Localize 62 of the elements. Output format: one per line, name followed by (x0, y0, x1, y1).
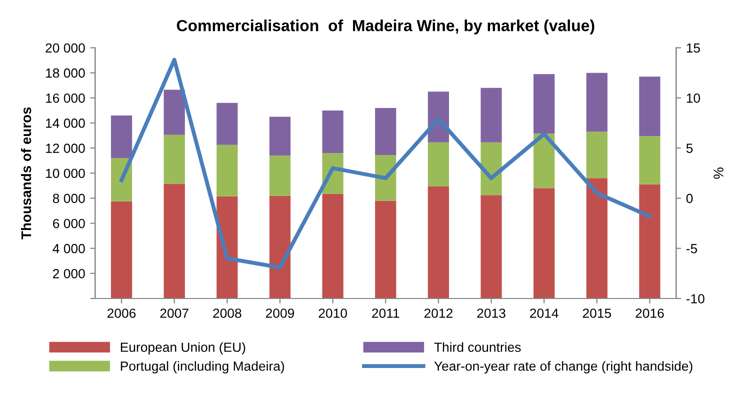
bar (534, 74, 555, 134)
bar (639, 184, 660, 298)
y2-tick-label: 5 (686, 144, 693, 153)
bar (269, 156, 291, 196)
y2-tick-label: 0 (686, 194, 693, 204)
line-series (120, 58, 652, 270)
legend-label: European Union (EU) (120, 342, 246, 355)
x-tick-label: 2012 (424, 308, 452, 318)
y-tick-label: 20 000 (46, 43, 85, 53)
bar (164, 90, 185, 135)
x-tick-label: 2016 (636, 308, 664, 318)
y-tick-label: 2 000 (53, 268, 85, 278)
bar (586, 132, 608, 178)
bar (164, 134, 185, 184)
x-tick-label: 2015 (582, 308, 612, 318)
bar (375, 200, 396, 298)
bar (269, 196, 291, 298)
bar (216, 144, 238, 196)
x-tick-label: 2013 (477, 308, 506, 318)
x-tick-label: 2011 (372, 308, 400, 318)
y2-axis-title: % (714, 167, 724, 179)
bar (110, 115, 132, 158)
x-tick-label: 2007 (160, 308, 188, 318)
x-tick-label: 2006 (108, 308, 136, 318)
bar (639, 76, 660, 136)
y-tick-label: 8 000 (52, 194, 85, 204)
y-tick-label: 12 000 (46, 144, 85, 153)
bar (639, 136, 660, 184)
x-tick-label: 2010 (318, 308, 347, 318)
x-tick-label: 2014 (530, 308, 558, 318)
bar (216, 102, 238, 145)
y2-tick-label: -5 (686, 244, 698, 254)
y-tick-label: 16 000 (46, 93, 85, 103)
y-tick-label: 14 000 (46, 118, 85, 128)
x-tick-label: 2008 (213, 308, 242, 318)
y2-tick-label: 15 (686, 43, 700, 53)
bar (322, 110, 344, 154)
legend-label: Portugal (including Madeira) (120, 361, 284, 374)
legend-label: Third countries (434, 342, 521, 352)
bar (480, 195, 502, 298)
bar (110, 201, 132, 298)
y-tick-label: 4 000 (52, 244, 85, 254)
bar (534, 134, 555, 188)
bar (164, 184, 185, 298)
legend-label: Year-on-year rate of change (right handside) (434, 361, 692, 374)
x-tick-label: 2009 (266, 308, 294, 318)
y-axis-title: Thousands of euros (20, 107, 32, 240)
bar (322, 194, 344, 298)
bar (480, 88, 502, 142)
y2-tick-label: -10 (686, 294, 704, 304)
bar (269, 116, 291, 156)
bar (534, 188, 555, 298)
y-tick-label: 10 000 (46, 168, 85, 178)
y-tick-label: 18 000 (46, 68, 85, 78)
bar (428, 186, 449, 298)
y-tick-label: 6 000 (53, 218, 85, 228)
y2-tick-label: 10 (686, 93, 700, 103)
bar (586, 72, 608, 132)
bar (586, 178, 608, 298)
bar (428, 142, 449, 186)
chart-title: Commercialisation of Madeira Wine, by market (value) (176, 20, 594, 34)
bar (375, 108, 396, 155)
